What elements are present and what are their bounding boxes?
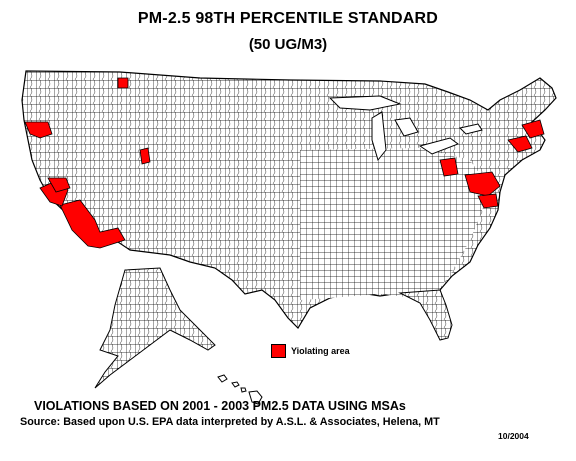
eastern-counties [300, 148, 490, 300]
caption: VIOLATIONS BASED ON 2001 - 2003 PM2.5 DA… [34, 399, 406, 413]
great-lakes [328, 95, 483, 162]
florida [398, 289, 453, 341]
map-title: PM-2.5 98TH PERCENTILE STANDARD [137, 10, 439, 27]
source-note: Source: Based upon U.S. EPA data interpr… [20, 416, 440, 428]
hawaii [217, 374, 263, 405]
violating-area-pennsylvania [464, 171, 501, 197]
date-stamp: 10/2004 [498, 431, 529, 441]
violating-area-ohio [439, 157, 459, 177]
violating-area-maryland [477, 193, 499, 209]
legend-label: Yiolating area [291, 346, 350, 356]
violating-area-los-angeles [59, 199, 126, 249]
violating-area-sacramento [47, 177, 71, 193]
violating-area-new-york [507, 135, 533, 153]
violating-area-utah [139, 147, 151, 165]
legend: Yiolating area [271, 344, 350, 358]
violating-area-oregon [24, 121, 53, 139]
violating-area-montana [117, 77, 129, 89]
legend-swatch [271, 344, 286, 358]
violating-area-new-england [521, 119, 545, 139]
map-subtitle: (50 UG/M3) [248, 36, 328, 53]
violating-areas [24, 77, 545, 249]
alaska [94, 267, 216, 389]
